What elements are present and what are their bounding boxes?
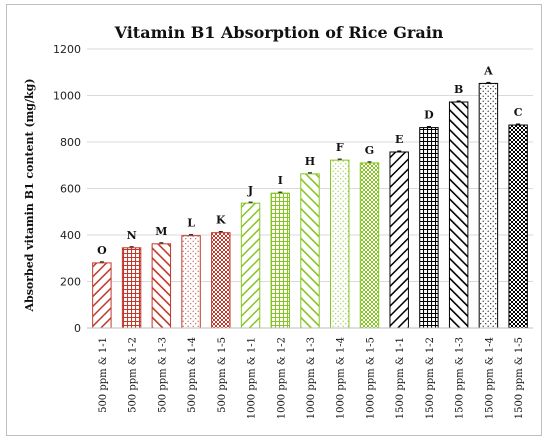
bar bbox=[508, 124, 528, 329]
bar bbox=[181, 235, 201, 329]
y-axis-label: Absorbed vitamin B1 content (mg/kg) bbox=[23, 78, 36, 312]
bar bbox=[359, 162, 380, 329]
x-tick-label: 1000 ppm & 1-2 bbox=[276, 337, 287, 419]
data-label: D bbox=[424, 109, 434, 122]
data-label: H bbox=[305, 155, 315, 168]
data-label: C bbox=[514, 106, 523, 119]
data-labels: O N M L K J I H F G E D B A C bbox=[97, 64, 523, 256]
x-tick-label: 500 ppm & 1-5 bbox=[217, 337, 228, 413]
bar bbox=[151, 243, 172, 329]
data-label: A bbox=[483, 64, 493, 77]
y-axis-ticks: 0 200 400 600 800 1000 1200 bbox=[53, 43, 81, 335]
bar bbox=[389, 151, 409, 329]
data-label: N bbox=[127, 229, 137, 242]
x-tick-label: 1500 ppm & 1-5 bbox=[514, 337, 525, 419]
x-tick-label: 500 ppm & 1-1 bbox=[98, 337, 109, 413]
x-tick-label: 1500 ppm & 1-3 bbox=[455, 337, 466, 419]
bars bbox=[92, 81, 528, 329]
y-tick-label: 200 bbox=[60, 276, 81, 289]
bar-chart: Vitamin B1 Absorption of Rice Grain Abso… bbox=[23, 23, 533, 419]
x-tick-label: 500 ppm & 1-2 bbox=[128, 337, 139, 413]
x-tick-label: 500 ppm & 1-3 bbox=[157, 337, 168, 413]
x-tick-label: 1000 ppm & 1-1 bbox=[247, 337, 258, 419]
bar bbox=[419, 127, 439, 329]
data-label: K bbox=[216, 214, 226, 227]
data-label: I bbox=[278, 174, 283, 187]
data-label: O bbox=[97, 244, 107, 257]
x-tick-label: 1000 ppm & 1-3 bbox=[306, 337, 317, 419]
y-tick-label: 800 bbox=[60, 136, 81, 149]
bar bbox=[211, 232, 231, 329]
x-tick-label: 500 ppm & 1-4 bbox=[187, 337, 198, 413]
bar bbox=[121, 247, 142, 329]
x-tick-label: 1500 ppm & 1-2 bbox=[425, 337, 436, 419]
bar bbox=[448, 101, 469, 329]
bar bbox=[300, 173, 320, 329]
data-label: F bbox=[336, 141, 344, 154]
chart-title: Vitamin B1 Absorption of Rice Grain bbox=[114, 23, 444, 42]
data-label: L bbox=[187, 217, 195, 230]
y-tick-label: 0 bbox=[74, 322, 81, 335]
data-label: G bbox=[365, 144, 374, 157]
bar bbox=[270, 192, 290, 329]
bar bbox=[330, 159, 350, 329]
bar bbox=[240, 202, 261, 329]
y-tick-label: 400 bbox=[60, 229, 81, 242]
x-axis-ticks: 500 ppm & 1-1 500 ppm & 1-2 500 ppm & 1-3 5… bbox=[98, 337, 525, 419]
bar bbox=[478, 82, 499, 329]
x-tick-label: 1500 ppm & 1-4 bbox=[484, 337, 495, 419]
x-tick-label: 1000 ppm & 1-4 bbox=[336, 337, 347, 419]
data-label: M bbox=[155, 225, 167, 238]
y-tick-label: 1200 bbox=[53, 43, 81, 56]
data-label: E bbox=[395, 133, 403, 146]
chart-frame: Vitamin B1 Absorption of Rice Grain Abso… bbox=[6, 4, 542, 436]
data-label: J bbox=[247, 184, 253, 197]
x-tick-label: 1500 ppm & 1-1 bbox=[395, 337, 406, 419]
y-tick-label: 600 bbox=[60, 183, 81, 196]
y-tick-label: 1000 bbox=[53, 90, 81, 103]
x-tick-label: 1000 ppm & 1-5 bbox=[365, 337, 376, 419]
bar bbox=[92, 262, 112, 329]
data-label: B bbox=[454, 83, 463, 96]
